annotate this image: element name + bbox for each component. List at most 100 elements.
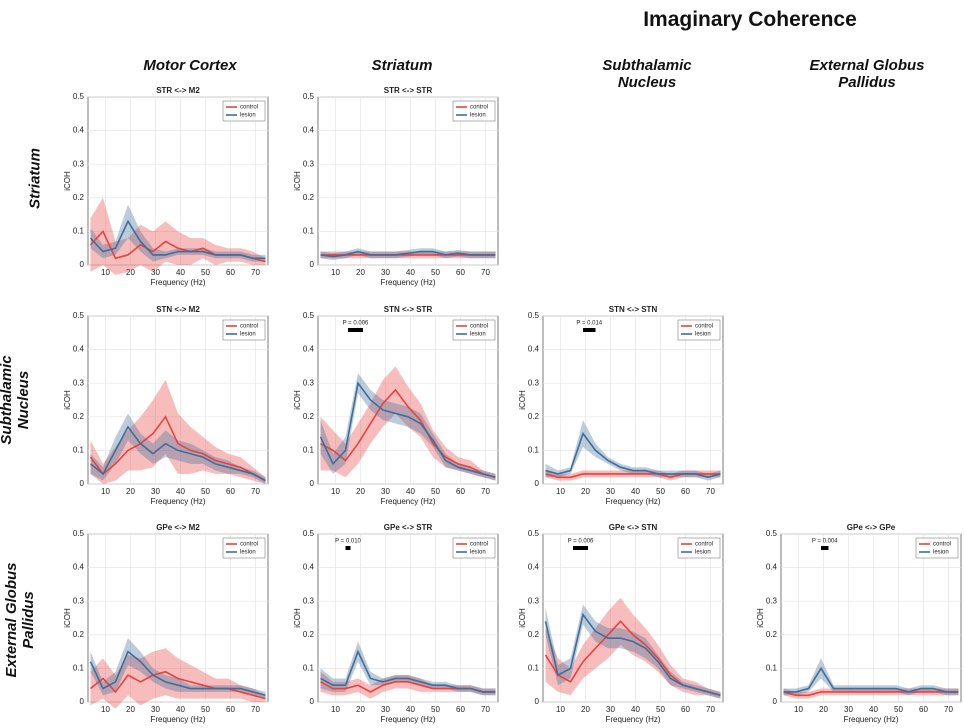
chart-title: STN <-> M2	[156, 305, 200, 314]
y-tick-label: 0.1	[73, 227, 85, 236]
row-label: External Globus Pallidus	[3, 562, 37, 678]
legend-label: lesion	[240, 113, 256, 119]
x-axis-label: Frequency (Hz)	[150, 278, 205, 287]
x-tick-label: 50	[431, 268, 440, 277]
x-tick-label: 70	[481, 487, 490, 496]
line	[89, 650, 266, 697]
y-axis-label: iCOH	[293, 390, 302, 410]
y-tick-label: 0.5	[73, 529, 85, 538]
plot-area	[317, 96, 499, 266]
plot-area	[87, 315, 269, 485]
legend-label: control	[470, 105, 488, 111]
y-tick-label: 0.3	[303, 378, 315, 387]
x-tick-label: 10	[331, 268, 340, 277]
error-band	[90, 197, 266, 276]
x-tick-label: 70	[706, 705, 715, 714]
line	[544, 612, 721, 697]
x-tick-label: 30	[381, 268, 390, 277]
legend	[452, 100, 496, 122]
error-band	[320, 373, 496, 481]
line	[320, 388, 496, 479]
x-tick-label: 60	[226, 268, 235, 277]
line	[89, 670, 266, 700]
x-tick-label: 10	[794, 705, 803, 714]
x-tick-label: 40	[176, 268, 185, 277]
legend-label: control	[470, 324, 488, 330]
y-tick-label: 0.4	[528, 345, 540, 354]
x-tick-label: 40	[869, 705, 878, 714]
x-tick-label: 30	[151, 268, 160, 277]
line	[89, 219, 266, 260]
y-tick-label: 0.4	[73, 345, 85, 354]
legend	[222, 319, 266, 341]
x-tick-label: 40	[176, 487, 185, 496]
legend	[677, 537, 721, 559]
error-band	[320, 248, 496, 260]
x-tick-label: 20	[126, 705, 135, 714]
legend-label: lesion	[240, 550, 256, 556]
x-tick-label: 10	[101, 487, 110, 496]
y-tick-label: 0.1	[303, 227, 315, 236]
x-tick-label: 70	[706, 487, 715, 496]
y-tick-label: 0	[80, 697, 85, 706]
x-tick-label: 40	[406, 487, 415, 496]
significance-bar	[348, 328, 363, 332]
legend-label: lesion	[470, 332, 486, 338]
x-tick-label: 20	[126, 487, 135, 496]
y-tick-label: 0.3	[73, 378, 85, 387]
error-band	[320, 671, 496, 699]
error-band	[545, 420, 721, 481]
legend-label: lesion	[695, 550, 711, 556]
chart-title: GPe <-> M2	[156, 523, 200, 532]
legend-label: lesion	[470, 113, 486, 119]
y-tick-label: 0.5	[303, 311, 315, 320]
legend	[452, 537, 496, 559]
y-axis-label: iCOH	[63, 608, 72, 628]
error-band	[90, 413, 266, 484]
x-tick-label: 10	[101, 268, 110, 277]
legend-label: control	[240, 324, 258, 330]
x-tick-label: 60	[226, 705, 235, 714]
line	[783, 666, 959, 693]
plot-area	[780, 533, 962, 703]
error-band	[545, 604, 721, 699]
legend-label: lesion	[933, 550, 949, 556]
y-tick-label: 0.1	[303, 664, 315, 673]
x-tick-label: 30	[606, 705, 615, 714]
line	[89, 415, 266, 482]
y-tick-label: 0.2	[73, 193, 85, 202]
y-axis-label: iCOH	[63, 171, 72, 191]
column-label: Subthalamic Nucleus	[602, 57, 692, 91]
y-tick-label: 0.3	[528, 378, 540, 387]
x-tick-label: 30	[844, 705, 853, 714]
y-tick-label: 0.2	[303, 412, 315, 421]
legend-label: lesion	[695, 332, 711, 338]
y-tick-label: 0.1	[73, 664, 85, 673]
x-tick-label: 70	[944, 705, 953, 714]
x-axis-label: Frequency (Hz)	[605, 715, 660, 724]
x-axis-label: Frequency (Hz)	[380, 278, 435, 287]
x-tick-label: 30	[151, 705, 160, 714]
legend	[452, 319, 496, 341]
legend-label: control	[695, 324, 713, 330]
x-tick-label: 30	[381, 705, 390, 714]
x-tick-label: 20	[819, 705, 828, 714]
legend	[677, 319, 721, 341]
y-tick-label: 0	[80, 260, 85, 269]
y-tick-label: 0.2	[528, 412, 540, 421]
x-tick-label: 60	[681, 487, 690, 496]
x-tick-label: 60	[919, 705, 928, 714]
y-tick-label: 0.2	[303, 193, 315, 202]
plot-area	[542, 315, 724, 485]
legend-label: lesion	[470, 550, 486, 556]
x-tick-label: 50	[201, 487, 210, 496]
significance-label: P = 0.006	[568, 539, 594, 545]
y-tick-label: 0.2	[73, 630, 85, 639]
column-label: External Globus Pallidus	[809, 57, 925, 91]
error-band	[545, 597, 721, 699]
y-tick-label: 0.1	[766, 664, 778, 673]
y-tick-label: 0.5	[766, 529, 778, 538]
y-tick-label: 0.5	[303, 92, 315, 101]
x-axis-label: Frequency (Hz)	[150, 497, 205, 506]
